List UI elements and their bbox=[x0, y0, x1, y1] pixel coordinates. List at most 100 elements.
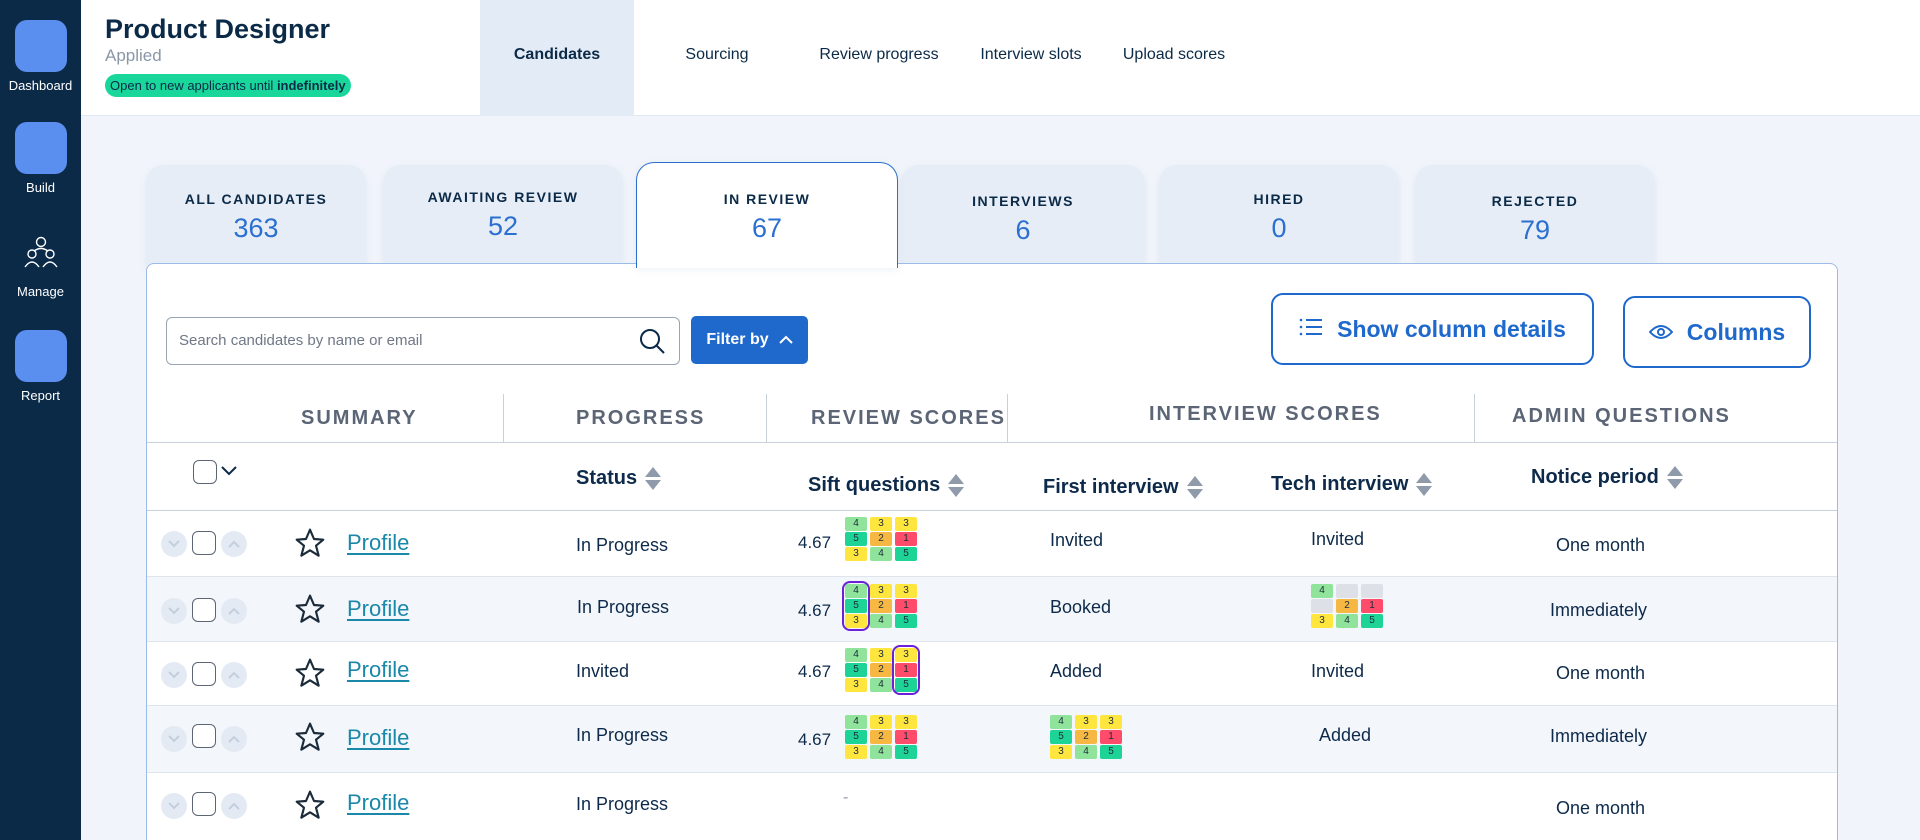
stat-all-candidates[interactable]: ALL CANDIDATES 363 bbox=[146, 165, 366, 270]
sort-icon[interactable] bbox=[1666, 465, 1683, 489]
star-icon[interactable] bbox=[294, 593, 326, 630]
score-tile: 3 bbox=[870, 584, 892, 598]
tab-candidates[interactable]: Candidates bbox=[480, 0, 634, 116]
sift-score: 4.67 bbox=[798, 601, 832, 620]
stat-label: REJECTED bbox=[1491, 193, 1579, 209]
score-tile: 3 bbox=[895, 584, 917, 598]
divider bbox=[766, 394, 767, 442]
row-checkbox[interactable] bbox=[192, 598, 216, 622]
column-notice-period[interactable]: Notice period bbox=[1531, 457, 1683, 497]
sidebar-item-build[interactable]: Build bbox=[0, 122, 81, 195]
divider bbox=[1474, 394, 1475, 442]
star-icon[interactable] bbox=[294, 657, 326, 694]
tab-upload-scores[interactable]: Upload scores bbox=[1122, 46, 1226, 63]
column-status[interactable]: Status bbox=[576, 458, 662, 498]
score-tile: 2 bbox=[870, 730, 892, 744]
score-tile: 4 bbox=[1075, 745, 1097, 759]
page-header: Product Designer Applied Open to new app… bbox=[81, 0, 1920, 116]
row-checkbox[interactable] bbox=[192, 724, 216, 748]
chevron-up-icon[interactable] bbox=[221, 531, 247, 557]
stat-awaiting-review[interactable]: AWAITING REVIEW 52 bbox=[383, 165, 623, 270]
tab-interview-slots[interactable]: Interview slots bbox=[980, 46, 1082, 63]
score-tile: 5 bbox=[845, 730, 867, 744]
row-checkbox[interactable] bbox=[192, 662, 216, 686]
score-tile: 3 bbox=[845, 614, 867, 628]
score-tile: 2 bbox=[870, 663, 892, 677]
profile-link[interactable]: Profile bbox=[347, 657, 410, 682]
status-cell: In Progress bbox=[576, 794, 669, 814]
stat-interviews[interactable]: INTERVIEWS 6 bbox=[901, 165, 1145, 270]
profile-link[interactable]: Profile bbox=[347, 530, 410, 555]
sort-icon[interactable] bbox=[1186, 475, 1203, 499]
notice-period-cell: One month bbox=[1556, 535, 1646, 555]
score-tile: 4 bbox=[845, 517, 867, 531]
sort-icon[interactable] bbox=[645, 466, 662, 490]
star-icon[interactable] bbox=[294, 527, 326, 564]
score-tile: 4 bbox=[870, 614, 892, 628]
sift-score: 4.67 bbox=[798, 662, 832, 681]
chevron-down-icon[interactable] bbox=[161, 726, 187, 752]
search-input[interactable] bbox=[179, 318, 619, 363]
stat-hired[interactable]: HIRED 0 bbox=[1159, 165, 1399, 270]
show-column-details-label: Show column details bbox=[1337, 315, 1566, 342]
sidebar-item-report[interactable]: Report bbox=[0, 330, 81, 403]
row-checkbox[interactable] bbox=[192, 792, 216, 816]
tech-interview-cell: Added bbox=[1319, 725, 1372, 745]
profile-link[interactable]: Profile bbox=[347, 596, 410, 621]
status-cell: In Progress bbox=[576, 535, 669, 555]
show-column-details-button[interactable]: Show column details bbox=[1271, 293, 1594, 365]
chevron-up-icon[interactable] bbox=[221, 598, 247, 624]
stat-label: INTERVIEWS bbox=[972, 193, 1074, 209]
chevron-down-icon[interactable] bbox=[161, 793, 187, 819]
status-cell: Invited bbox=[576, 661, 630, 681]
chevron-up-icon[interactable] bbox=[221, 793, 247, 819]
column-status-label: Status bbox=[576, 466, 638, 489]
chevron-up-icon[interactable] bbox=[221, 662, 247, 688]
sidebar-item-manage[interactable]: Manage bbox=[0, 226, 81, 299]
column-tech-interview[interactable]: Tech interview bbox=[1271, 464, 1433, 504]
chevron-down-icon[interactable] bbox=[161, 531, 187, 557]
filter-button[interactable]: Filter by bbox=[691, 316, 808, 364]
score-tile: 1 bbox=[1100, 730, 1122, 744]
column-sift-questions[interactable]: Sift questions bbox=[808, 465, 965, 505]
stat-value: 52 bbox=[487, 211, 519, 241]
score-tile: 1 bbox=[895, 599, 917, 613]
chevron-down-icon[interactable] bbox=[221, 463, 237, 481]
score-tile: 2 bbox=[870, 599, 892, 613]
select-all[interactable] bbox=[193, 460, 237, 484]
stat-in-review[interactable]: IN REVIEW 67 bbox=[636, 162, 898, 268]
sidebar-item-dashboard[interactable]: Dashboard bbox=[0, 20, 81, 93]
search-icon[interactable] bbox=[639, 328, 665, 359]
chevron-down-icon[interactable] bbox=[161, 662, 187, 688]
chevron-up-icon[interactable] bbox=[221, 726, 247, 752]
chevron-down-icon[interactable] bbox=[161, 598, 187, 624]
profile-link[interactable]: Profile bbox=[347, 790, 410, 815]
profile-link[interactable]: Profile bbox=[347, 725, 410, 750]
star-icon[interactable] bbox=[294, 721, 326, 758]
tech-interview-cell: Invited bbox=[1311, 529, 1365, 549]
first-interview-cell: Invited bbox=[1050, 530, 1104, 550]
column-first-interview[interactable]: First interview bbox=[1043, 467, 1203, 507]
filter-button-label: Filter by bbox=[706, 331, 769, 348]
score-tile: 3 bbox=[1100, 715, 1122, 729]
stat-rejected[interactable]: REJECTED 79 bbox=[1415, 165, 1655, 270]
group-summary: SUMMARY bbox=[301, 407, 418, 429]
select-all-checkbox[interactable] bbox=[193, 460, 217, 484]
star-icon[interactable] bbox=[294, 789, 326, 826]
tab-review-progress[interactable]: Review progress bbox=[819, 46, 939, 63]
badge-emphasis: indefinitely bbox=[276, 78, 346, 93]
sort-icon[interactable] bbox=[1416, 472, 1433, 496]
score-tile: 4 bbox=[1311, 584, 1333, 598]
column-notice-label: Notice period bbox=[1531, 465, 1659, 488]
sort-icon[interactable] bbox=[948, 473, 965, 497]
divider bbox=[147, 510, 1837, 511]
columns-button[interactable]: Columns bbox=[1623, 296, 1811, 368]
tab-sourcing[interactable]: Sourcing bbox=[685, 46, 749, 63]
score-tile: 4 bbox=[870, 547, 892, 561]
row-checkbox[interactable] bbox=[192, 531, 216, 555]
